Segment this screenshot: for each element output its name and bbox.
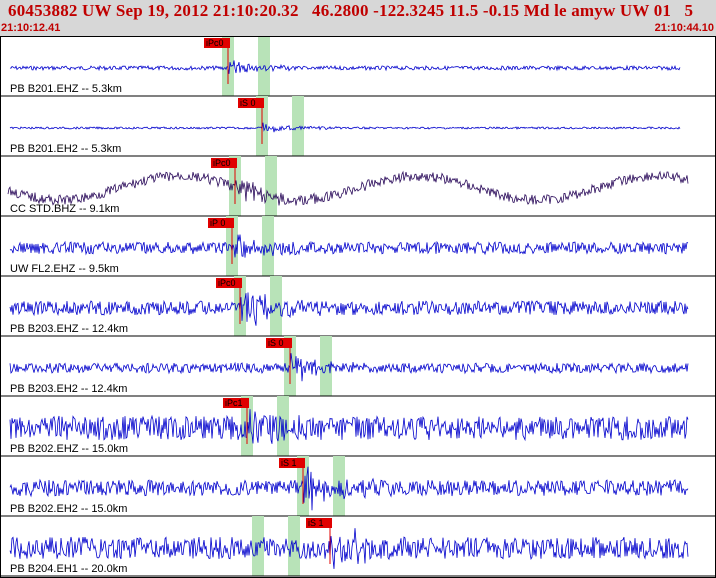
start-time: 21:10:12.41 bbox=[1, 22, 61, 34]
pick-label: iS 1 bbox=[281, 458, 297, 468]
waveform bbox=[9, 122, 681, 133]
waveform bbox=[9, 60, 681, 74]
event-header: 60453882 UW Sep 19, 2012 21:10:20.32 46.… bbox=[0, 0, 716, 36]
station-label: PB B202.EH2 -- 15.0km bbox=[10, 503, 127, 515]
waveform bbox=[9, 234, 689, 258]
pick-flag[interactable] bbox=[279, 458, 305, 468]
pick-flag[interactable] bbox=[266, 338, 292, 348]
station-label: PB B204.EH1 -- 20.0km bbox=[10, 563, 127, 575]
station-label: PB B202.EHZ -- 15.0km bbox=[10, 443, 128, 455]
trace-row[interactable]: iS 0 PB B203.EH2 -- 12.4km bbox=[0, 336, 716, 397]
pick-label: iPc0 bbox=[218, 278, 236, 288]
pick-label: iP 0 bbox=[210, 218, 225, 228]
waveform bbox=[9, 409, 689, 444]
station-label: CC STD.BHZ -- 9.1km bbox=[10, 203, 119, 215]
pick-flag[interactable] bbox=[211, 158, 237, 168]
pick-label: iS 0 bbox=[268, 338, 284, 348]
pick-label: iS 0 bbox=[240, 98, 256, 108]
trace-row[interactable]: iPc0 CC STD.BHZ -- 9.1km bbox=[0, 156, 716, 217]
waveform bbox=[9, 292, 689, 326]
s-window bbox=[270, 276, 282, 336]
trace-row[interactable]: iPc0 PB B203.EHZ -- 12.4km bbox=[0, 276, 716, 337]
waveform bbox=[9, 528, 689, 569]
trace-row[interactable]: iS 0 PB B201.EH2 -- 5.3km bbox=[0, 96, 716, 157]
end-time: 21:10:44.10 bbox=[654, 22, 714, 34]
station-label: UW FL2.EHZ -- 9.5km bbox=[10, 263, 119, 275]
waveform bbox=[9, 466, 689, 511]
pick-flag[interactable] bbox=[306, 518, 332, 528]
pick-flag[interactable] bbox=[216, 278, 242, 288]
waveform bbox=[7, 170, 689, 206]
station-label: PB B203.EHZ -- 12.4km bbox=[10, 323, 128, 335]
pick-label: iPc0 bbox=[213, 158, 231, 168]
s-window bbox=[265, 156, 277, 216]
trace-row[interactable]: iPc0 PB B201.EHZ -- 5.3km bbox=[0, 36, 716, 97]
pick-flag[interactable] bbox=[238, 98, 264, 108]
event-title: 60453882 UW Sep 19, 2012 21:10:20.32 46.… bbox=[8, 1, 694, 20]
waveform bbox=[9, 353, 689, 382]
pick-label: iS 1 bbox=[308, 518, 324, 528]
station-label: PB B203.EH2 -- 12.4km bbox=[10, 383, 127, 395]
seismogram-panel[interactable]: iPc0 PB B201.EHZ -- 5.3km iS 0 PB B201.EH2 … bbox=[0, 36, 716, 578]
pick-flag[interactable] bbox=[208, 218, 234, 228]
trace-row[interactable]: iS 1 PB B202.EH2 -- 15.0km bbox=[0, 456, 716, 517]
trace-row[interactable]: iPc1 PB B202.EHZ -- 15.0km bbox=[0, 396, 716, 457]
pick-label: iPc0 bbox=[206, 38, 224, 48]
station-label: PB B201.EHZ -- 5.3km bbox=[10, 83, 122, 95]
trace-row[interactable]: iP 0 UW FL2.EHZ -- 9.5km bbox=[0, 216, 716, 277]
trace-row[interactable]: iS 1 PB B204.EH1 -- 20.0km bbox=[0, 516, 716, 577]
pick-flag[interactable] bbox=[204, 38, 230, 48]
pick-label: iPc1 bbox=[225, 398, 243, 408]
s-window bbox=[262, 216, 274, 276]
station-label: PB B201.EH2 -- 5.3km bbox=[10, 143, 121, 155]
s-window bbox=[292, 96, 304, 156]
pick-flag[interactable] bbox=[223, 398, 249, 408]
